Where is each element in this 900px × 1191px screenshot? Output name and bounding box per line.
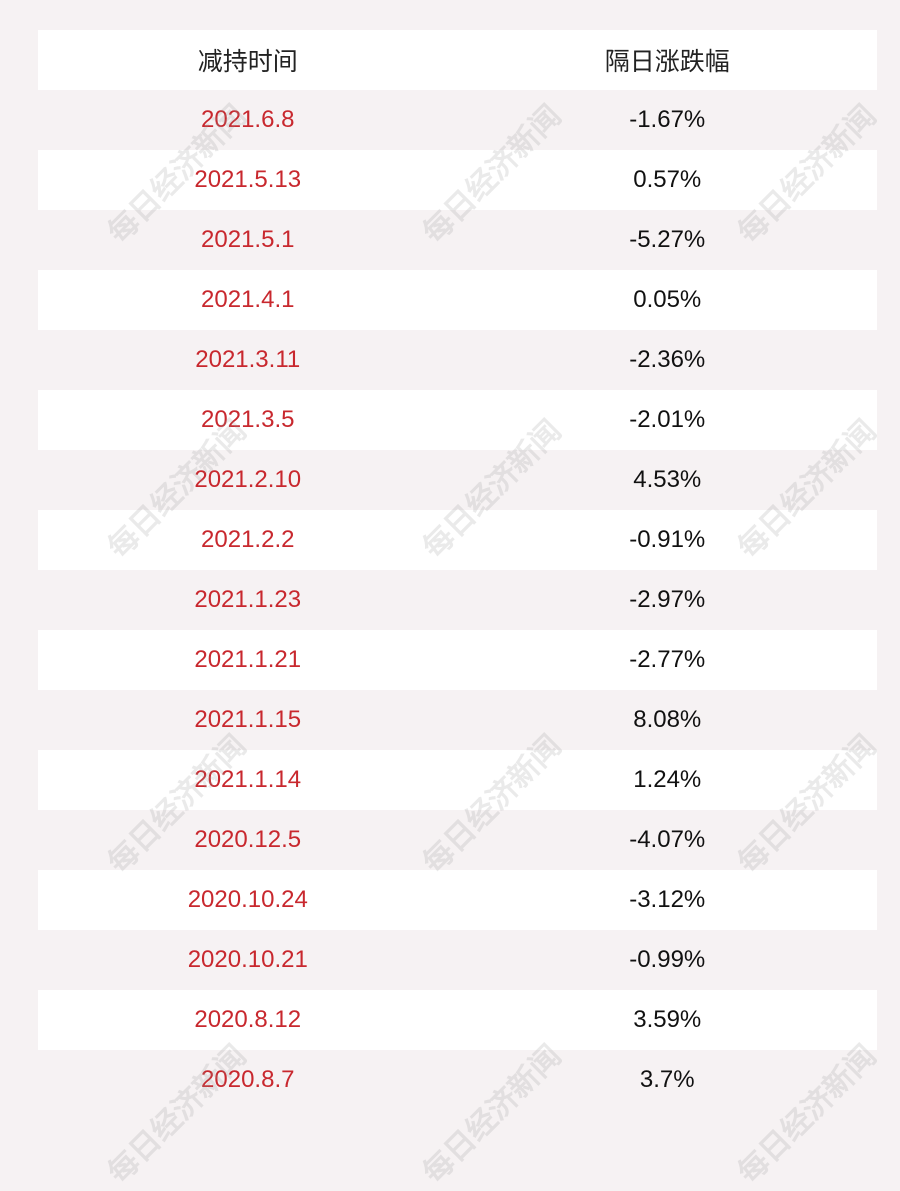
data-table: 减持时间 隔日涨跌幅 2021.6.8 -1.67% 2021.5.13 0.57% 2… bbox=[38, 30, 877, 1110]
next-day-change-cell: 8.08% bbox=[633, 706, 702, 733]
next-day-change-cell: -2.77% bbox=[629, 646, 706, 673]
reduction-date-cell: 2021.5.1 bbox=[201, 226, 295, 253]
reduction-date-cell: 2021.1.14 bbox=[194, 766, 302, 793]
reduction-date-cell: 2021.2.2 bbox=[201, 526, 295, 553]
reduction-date-cell: 2021.3.5 bbox=[201, 406, 295, 433]
table-row: 2021.6.8 -1.67% bbox=[38, 90, 877, 150]
table-row: 2020.8.7 3.7% bbox=[38, 1050, 877, 1110]
next-day-change-cell: 0.57% bbox=[633, 166, 702, 193]
table-row: 2021.2.10 4.53% bbox=[38, 450, 877, 510]
reduction-date-cell: 2021.3.11 bbox=[195, 346, 301, 373]
next-day-change-cell: 3.7% bbox=[639, 1066, 695, 1093]
table-body: 2021.6.8 -1.67% 2021.5.13 0.57% 2021.5.1 -5.2… bbox=[38, 90, 877, 1110]
next-day-change-cell: 0.05% bbox=[633, 286, 702, 313]
next-day-change-cell: -1.67% bbox=[629, 106, 706, 133]
reduction-date-cell: 2020.10.24 bbox=[187, 886, 308, 913]
table-row: 2020.10.21 -0.99% bbox=[38, 930, 877, 990]
reduction-date-cell: 2021.5.13 bbox=[194, 166, 302, 193]
table-row: 2021.3.5 -2.01% bbox=[38, 390, 877, 450]
table-row: 2021.1.15 8.08% bbox=[38, 690, 877, 750]
reduction-date-cell: 2020.8.7 bbox=[201, 1066, 295, 1093]
table-row: 2021.1.14 1.24% bbox=[38, 750, 877, 810]
next-day-change-cell: -3.12% bbox=[629, 886, 706, 913]
table-row: 2021.3.11 -2.36% bbox=[38, 330, 877, 390]
reduction-date-cell: 2020.8.12 bbox=[194, 1006, 302, 1033]
reduction-date-cell: 2021.6.8 bbox=[201, 106, 295, 133]
next-day-change-cell: -2.36% bbox=[629, 346, 706, 373]
table-header-row: 减持时间 隔日涨跌幅 bbox=[38, 30, 877, 90]
next-day-change-cell: -2.97% bbox=[629, 586, 706, 613]
table-row: 2020.8.12 3.59% bbox=[38, 990, 877, 1050]
reduction-date-cell: 2021.2.10 bbox=[194, 466, 302, 493]
header-reduction-date: 减持时间 bbox=[197, 48, 298, 76]
reduction-date-cell: 2021.1.23 bbox=[194, 586, 302, 613]
reduction-date-cell: 2020.12.5 bbox=[194, 826, 302, 853]
reduction-date-cell: 2021.1.21 bbox=[194, 646, 302, 673]
reduction-date-cell: 2021.1.15 bbox=[194, 706, 302, 733]
next-day-change-cell: 1.24% bbox=[633, 766, 702, 793]
next-day-change-cell: -0.99% bbox=[629, 946, 706, 973]
header-next-day-change: 隔日涨跌幅 bbox=[604, 48, 730, 76]
next-day-change-cell: -0.91% bbox=[629, 526, 706, 553]
reduction-date-cell: 2020.10.21 bbox=[187, 946, 308, 973]
table-row: 2021.5.13 0.57% bbox=[38, 150, 877, 210]
table-row: 2021.4.1 0.05% bbox=[38, 270, 877, 330]
next-day-change-cell: -2.01% bbox=[629, 406, 706, 433]
next-day-change-cell: 4.53% bbox=[633, 466, 702, 493]
table-row: 2021.2.2 -0.91% bbox=[38, 510, 877, 570]
next-day-change-cell: -5.27% bbox=[629, 226, 706, 253]
table-row: 2020.12.5 -4.07% bbox=[38, 810, 877, 870]
next-day-change-cell: 3.59% bbox=[633, 1006, 702, 1033]
next-day-change-cell: -4.07% bbox=[629, 826, 706, 853]
table-row: 2021.1.21 -2.77% bbox=[38, 630, 877, 690]
table-row: 2020.10.24 -3.12% bbox=[38, 870, 877, 930]
reduction-date-cell: 2021.4.1 bbox=[201, 286, 295, 313]
table-row: 2021.5.1 -5.27% bbox=[38, 210, 877, 270]
table-row: 2021.1.23 -2.97% bbox=[38, 570, 877, 630]
